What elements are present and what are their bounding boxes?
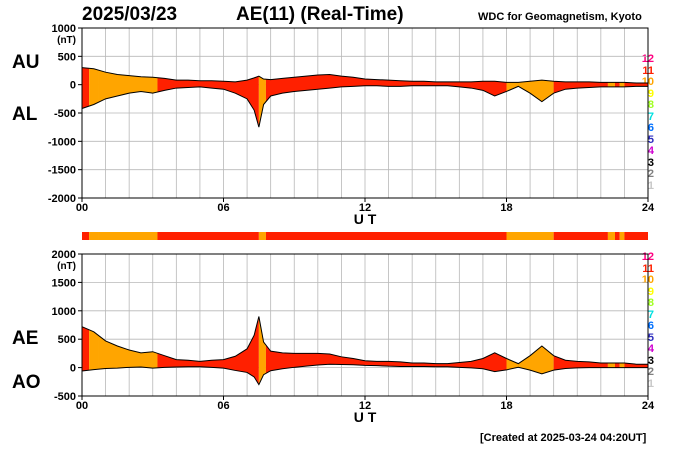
au-al-xtick-label: 18 (500, 202, 512, 214)
ae-ao-fill-segment (607, 316, 615, 385)
activity-bar-segment (506, 232, 554, 240)
ae-ao-fill-segment (157, 316, 259, 385)
au-al-xtick-label: 00 (76, 202, 88, 214)
ae-label: AE (12, 328, 39, 349)
al-label: AL (12, 104, 38, 125)
legend-bottom-level-8: 8 (647, 297, 654, 309)
activity-bar-segment (98, 232, 158, 240)
created-timestamp: [Created at 2025-03-24 04:20UT] (480, 432, 647, 444)
chart-date: 2025/03/23 (82, 4, 178, 25)
au-al-ytick-label: -1500 (48, 165, 76, 177)
ae-ao-fill-segment (553, 316, 608, 385)
ae-ao-series-ao (81, 363, 648, 386)
au-al-xtick-label: 24 (642, 202, 655, 214)
au-al-ytick-label: -1000 (48, 136, 76, 148)
ae-ao-ytick-label: 0 (70, 363, 76, 375)
ae-ao-xtick-label: 24 (642, 400, 655, 412)
ae-ao-series-ae (81, 316, 648, 365)
ae-ao-xtick-label: 06 (217, 400, 229, 412)
ae-ao-fill-segment (619, 316, 625, 385)
au-al-xtick-label: 06 (217, 202, 229, 214)
activity-bar-segment (258, 232, 266, 240)
ae-ao-fill-segment (624, 316, 648, 385)
activity-bar-segment (157, 232, 259, 240)
au-al-ytick-label: -500 (54, 108, 76, 120)
legend-bottom-level-6: 6 (647, 320, 654, 332)
au-label: AU (12, 52, 40, 73)
activity-bar-segment (553, 232, 608, 240)
legend-top-level-9: 9 (647, 87, 654, 100)
au-al-ytick-label: 1000 (52, 23, 76, 35)
ae-ao-xtick-label: 12 (359, 400, 371, 412)
au-al-fill-segment (89, 67, 99, 128)
ae-ao-fill-segment (89, 316, 99, 385)
ae-ao-ylabel: (nT) (57, 261, 76, 272)
legend-top-level-8: 8 (647, 99, 654, 111)
au-al-series-al (81, 85, 648, 128)
legend-top-level-3: 3 (647, 156, 654, 169)
legend-top-level-5: 5 (647, 133, 654, 146)
legend-top-level-7: 7 (647, 110, 654, 123)
ao-label: AO (12, 372, 41, 393)
legend-top-level-2: 2 (647, 168, 654, 180)
legend-top-level-6: 6 (647, 122, 654, 134)
activity-level-bar (82, 232, 648, 240)
au-al-ytick-label: -2000 (48, 193, 76, 205)
activity-bar-segment (614, 232, 620, 240)
ae-ao-fill-segment (614, 316, 620, 385)
ae-ao-fill-segment (265, 316, 507, 385)
legend-bottom-level-2: 2 (647, 366, 654, 378)
activity-bar-segment (89, 232, 99, 240)
ae-ao-xtick-label: 00 (76, 400, 88, 412)
ae-ao-fill-segment (98, 316, 158, 385)
ae-ao-ytick-label: 1000 (52, 306, 76, 318)
ae-ao-ytick-label: -500 (54, 391, 76, 403)
legend-top-level-4: 4 (647, 145, 654, 157)
au-al-series-au (81, 67, 648, 84)
ae-ao-xtick-label: 18 (500, 400, 512, 412)
au-al-fill-segment (82, 67, 90, 128)
ae-ao-xlabel: U T (354, 409, 377, 425)
ae-ao-ytick-label: 500 (58, 334, 76, 346)
activity-bar-segment (265, 232, 507, 240)
activity-bar-segment (619, 232, 625, 240)
legend-bottom-level-7: 7 (647, 308, 654, 321)
au-al-ytick-label: 0 (70, 80, 76, 92)
au-al-ylabel: (nT) (57, 35, 76, 46)
ae-ao-fill-segment (82, 316, 90, 385)
activity-bar-segment (607, 232, 615, 240)
legend-top-level-1: 1 (647, 179, 654, 192)
au-al-xtick-label: 12 (359, 202, 371, 214)
data-source: WDC for Geomagnetism, Kyoto (478, 11, 642, 23)
au-al-xlabel: U T (354, 211, 377, 227)
ae-ao-fill-segment (258, 316, 266, 385)
legend-bottom-level-4: 4 (647, 343, 654, 355)
activity-bar-segment (624, 232, 648, 240)
au-al-fill-segment (258, 67, 266, 128)
legend-bottom-level-1: 1 (647, 377, 654, 390)
legend-bottom-level-9: 9 (647, 285, 654, 298)
au-al-ytick-label: 500 (58, 51, 76, 63)
ae-ao-ytick-label: 2000 (52, 249, 76, 261)
legend-bottom-level-3: 3 (647, 354, 654, 367)
legend-bottom-level-5: 5 (647, 331, 654, 344)
activity-bar-segment (82, 232, 90, 240)
chart-title: AE(11) (Real-Time) (236, 4, 404, 25)
ae-ao-ytick-label: 1500 (52, 277, 76, 289)
